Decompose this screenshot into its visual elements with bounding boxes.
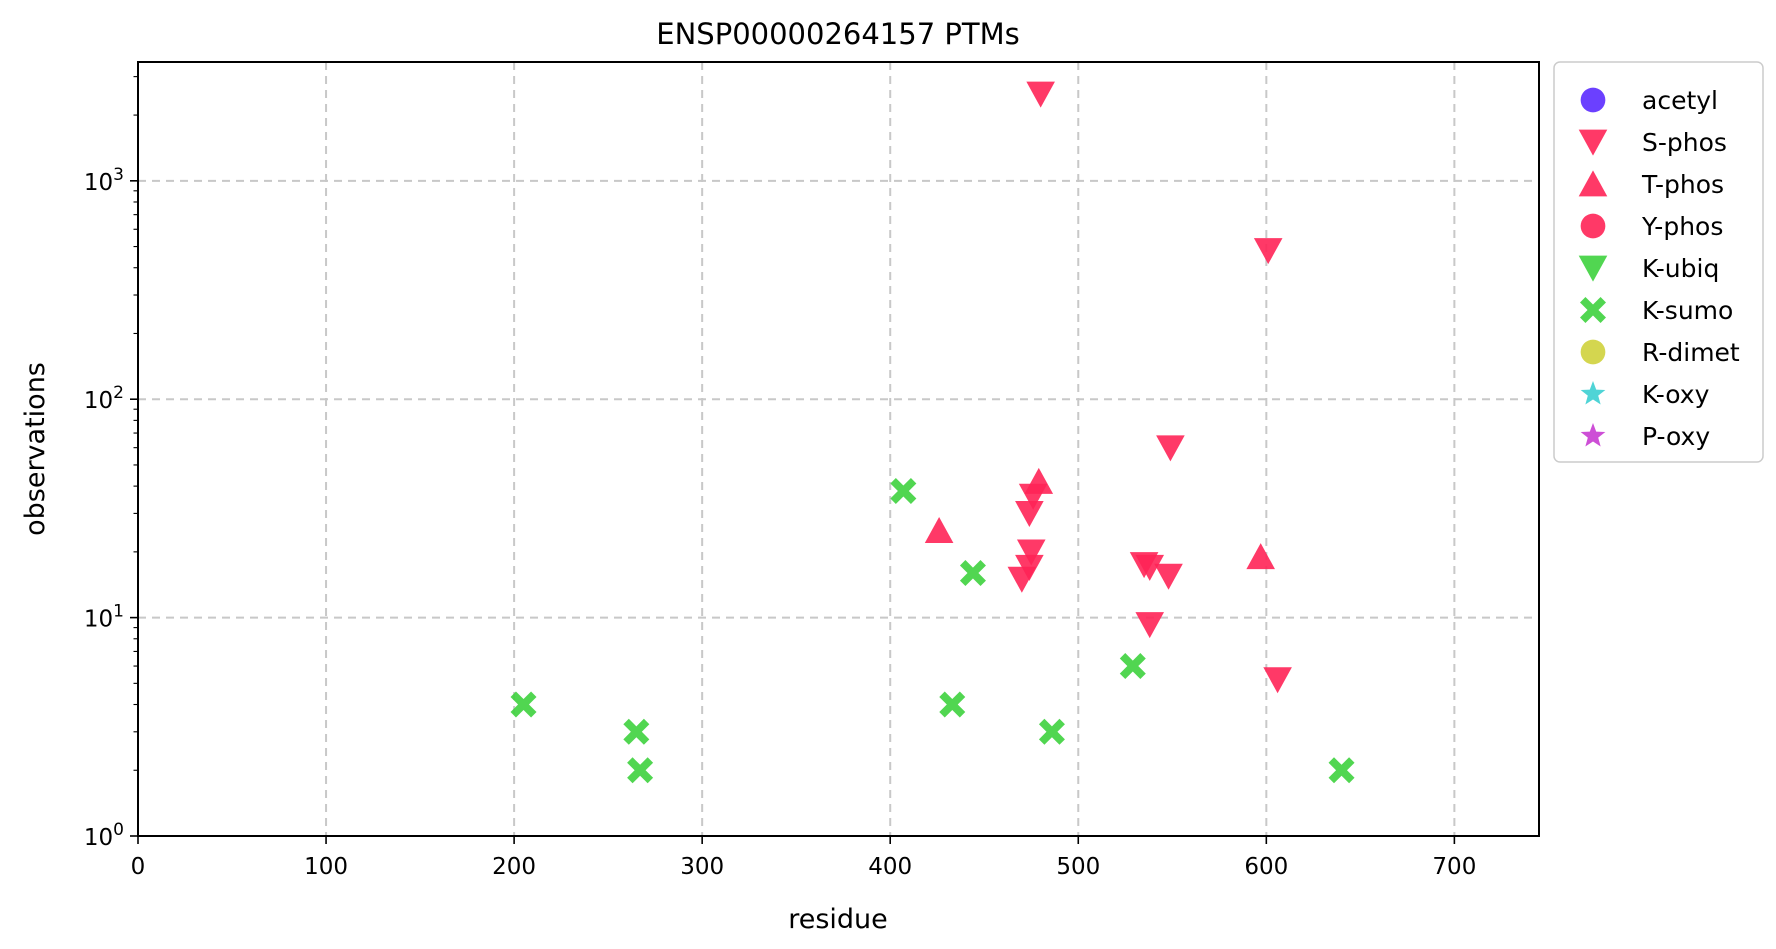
s-phos-point [1015, 501, 1044, 528]
legend-label-p-oxy: P-oxy [1642, 422, 1710, 451]
s-phos-point [1026, 81, 1055, 108]
legend-marker-t-phos [1578, 170, 1608, 197]
s-phos-point [1263, 667, 1292, 694]
legend-marker-r-dimet [1580, 339, 1606, 365]
t-phos-point [1024, 467, 1054, 494]
k-sumo-point [939, 691, 966, 718]
k-sumo-point [623, 718, 650, 745]
s-phos-point [1135, 612, 1165, 639]
x-tick-label: 700 [1432, 854, 1476, 880]
k-sumo-point [1038, 718, 1065, 745]
s-phos-point [1156, 435, 1185, 462]
s-phos-point [1007, 566, 1037, 593]
x-tick-label: 500 [1056, 854, 1100, 880]
legend-marker-k-oxy [1580, 381, 1606, 405]
grid-lines [138, 62, 1539, 836]
legend-label-k-ubiq: K-ubiq [1642, 254, 1719, 283]
x-tick-label: 600 [1244, 854, 1288, 880]
x-axis-label: residue [788, 904, 888, 935]
legend-label-y-phos: Y-phos [1641, 212, 1723, 241]
x-tick-label: 300 [680, 854, 724, 880]
k-sumo-point [959, 560, 986, 587]
k-sumo-point [627, 757, 654, 784]
legend-label-k-sumo: K-sumo [1642, 296, 1733, 325]
x-tick-label: 200 [492, 854, 536, 880]
legend-label-r-dimet: R-dimet [1642, 338, 1740, 367]
chart-title: ENSP00000264157 PTMs [656, 17, 1019, 51]
data-points [510, 81, 1355, 784]
y-tick-label: 101 [84, 602, 124, 633]
legend-marker-s-phos [1578, 129, 1608, 156]
y-axis-label: observations [20, 362, 51, 536]
y-tick-label: 103 [84, 165, 124, 196]
legend-label-acetyl: acetyl [1642, 86, 1718, 115]
x-tick-label: 400 [868, 854, 912, 880]
legend-label-t-phos: T-phos [1641, 170, 1724, 199]
legend-box [1553, 61, 1764, 463]
legend-label-k-oxy: K-oxy [1642, 380, 1710, 409]
plot-frame [137, 61, 1540, 837]
t-phos-point [924, 517, 954, 544]
s-phos-point [1016, 539, 1046, 566]
y-axis: 100 101 102 103 [84, 165, 138, 851]
k-sumo-point [510, 691, 537, 718]
s-phos-point [1135, 554, 1165, 581]
s-phos-point [1154, 563, 1183, 590]
k-sumo-point [890, 477, 917, 504]
legend-marker-k-ubiq [1578, 255, 1608, 282]
y-tick-label: 102 [84, 383, 124, 414]
x-tick-label: 100 [304, 854, 348, 880]
x-tick-label: 0 [131, 854, 146, 880]
legend-marker-p-oxy [1580, 423, 1606, 447]
legend-marker-k-sumo [1580, 297, 1606, 323]
x-axis: 0 100 200 300 400 500 600 700 [131, 836, 1476, 880]
s-phos-point [1253, 238, 1283, 265]
k-sumo-point [1119, 653, 1146, 680]
legend-marker-y-phos [1580, 213, 1606, 239]
legend-label-s-phos: S-phos [1642, 128, 1727, 157]
k-sumo-point [1328, 757, 1355, 784]
legend-marker-acetyl [1580, 87, 1606, 113]
y-tick-label: 100 [84, 820, 124, 851]
t-phos-point [1246, 543, 1275, 570]
legend: acetyl S-phos T-phos Y-phos K-ubiq K-sumo R-di… [1553, 61, 1764, 463]
